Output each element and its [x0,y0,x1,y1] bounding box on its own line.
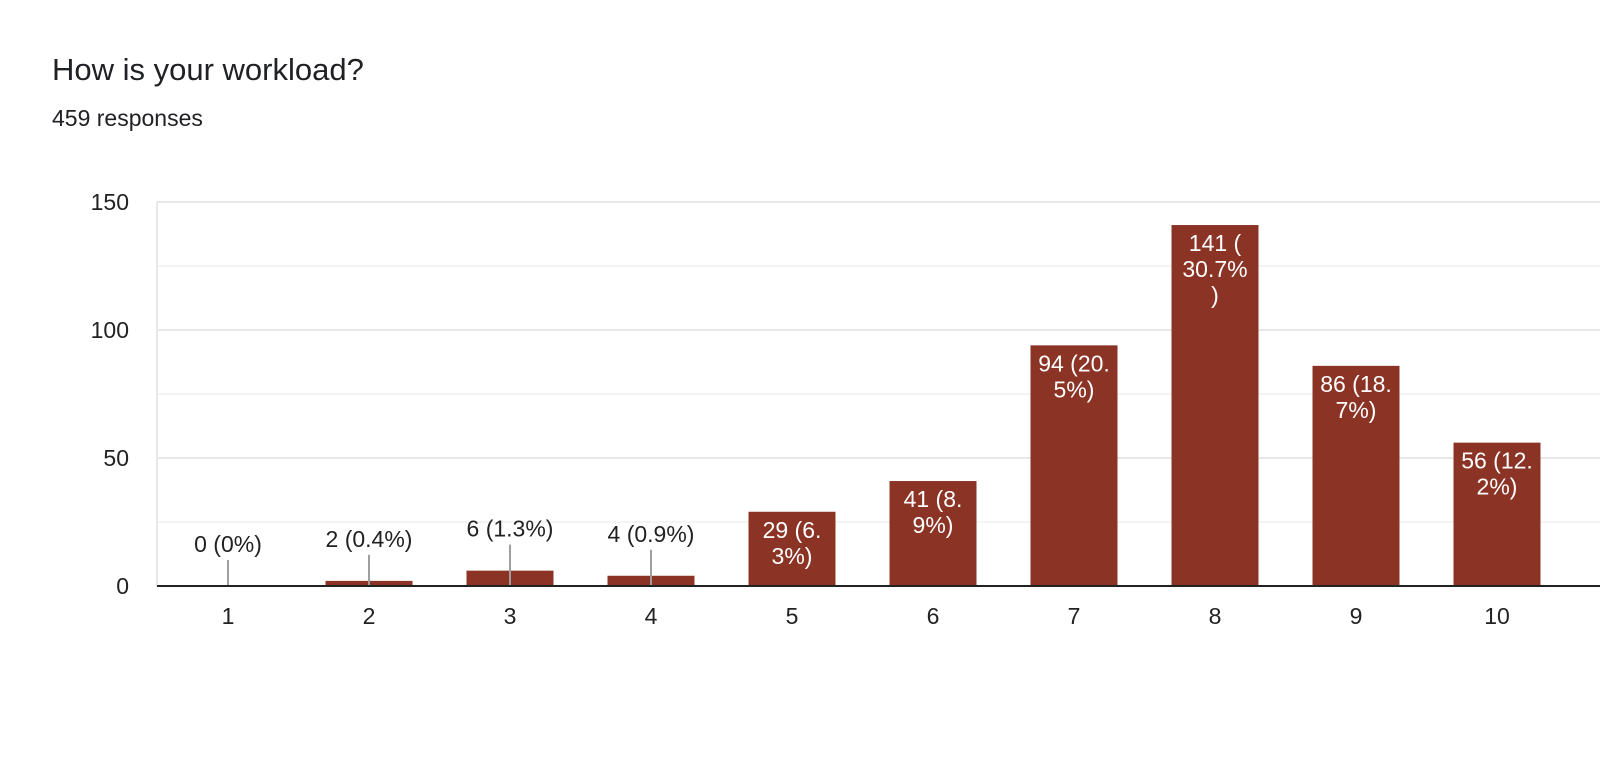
x-tick-label: 3 [504,603,517,629]
x-tick-label: 1 [222,603,235,629]
bar-data-label: 56 (12. [1461,448,1533,474]
x-tick-label: 5 [786,603,799,629]
bar[interactable] [1312,365,1400,586]
bar-data-label: 6 (1.3%) [467,516,554,542]
bar-data-label: 3%) [772,543,813,569]
bar-data-label: 5%) [1054,376,1095,402]
bar-data-label: 30.7% [1182,256,1247,282]
bar-data-label: 29 (6. [763,517,822,543]
bar-data-label: 4 (0.9%) [608,521,695,547]
bar[interactable] [1030,345,1118,586]
x-tick-label: 10 [1484,603,1510,629]
bar[interactable] [1453,442,1541,586]
x-tick-label: 7 [1068,603,1081,629]
y-tick-label: 100 [91,317,129,343]
bar-data-label: 9%) [913,512,954,538]
x-tick-label: 2 [363,603,376,629]
bar[interactable] [1171,225,1259,587]
bar-data-label: ) [1211,282,1219,308]
y-tick-label: 50 [103,445,129,471]
chart-title: How is your workload? [52,52,364,87]
bar-data-label: 0 (0%) [194,531,262,557]
response-count: 459 responses [52,105,203,131]
bar-data-label: 2%) [1477,474,1518,500]
bar-data-label: 94 (20. [1038,350,1110,376]
bar-data-label: 86 (18. [1320,371,1392,397]
bar-data-label: 141 ( [1189,230,1242,256]
x-tick-label: 9 [1350,603,1363,629]
bar-data-label: 7%) [1336,397,1377,423]
bar-data-label: 2 (0.4%) [326,526,413,552]
x-tick-label: 4 [645,603,658,629]
x-tick-label: 8 [1209,603,1222,629]
y-tick-label: 0 [116,573,129,599]
x-tick-label: 6 [927,603,940,629]
bar[interactable] [748,511,836,586]
bar-data-label: 41 (8. [904,486,963,512]
y-tick-label: 150 [91,189,129,215]
bar[interactable] [889,481,977,586]
